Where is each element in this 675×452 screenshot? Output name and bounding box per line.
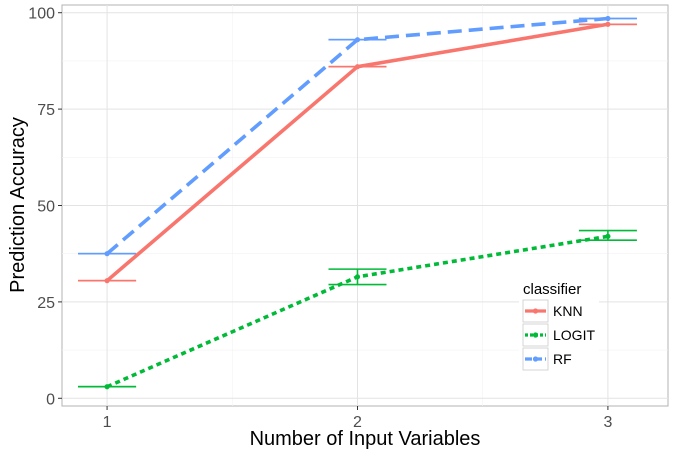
y-tick-label: 0 [46,391,55,408]
y-axis-title: Prediction Accuracy [7,117,29,293]
legend: classifier KNN LOGIT RF [519,281,599,376]
legend-title: classifier [523,281,581,298]
data-point-logit [605,233,611,239]
x-tick-label: 2 [353,414,362,431]
y-tick-label: 75 [37,102,55,119]
data-point-rf [104,251,110,257]
legend-key-point [532,332,539,338]
y-tick-label: 25 [37,295,55,312]
data-point-rf [605,15,611,22]
legend-label-rf: RF [553,351,572,367]
data-point-logit [104,384,110,390]
legend-label-knn: KNN [553,303,583,319]
y-tick-label: 50 [37,199,55,216]
x-axis-ticks: 1 2 3 [103,406,612,431]
legend-label-logit: LOGIT [553,327,595,343]
data-point-rf [354,37,361,43]
x-axis-title: Number of Input Variables [250,428,481,450]
data-point-knn [104,278,110,284]
data-point-knn [354,64,361,70]
series-line-rf [105,16,609,256]
legend-key-point [532,308,539,314]
x-tick-label: 1 [103,414,112,431]
y-axis-ticks: 0 25 50 75 100 [28,6,62,408]
data-point-knn [605,21,611,27]
y-tick-label: 100 [28,6,55,23]
series-layer [78,15,637,390]
legend-key-point [532,356,539,362]
data-point-logit [354,274,361,280]
x-tick-label: 3 [603,414,612,431]
